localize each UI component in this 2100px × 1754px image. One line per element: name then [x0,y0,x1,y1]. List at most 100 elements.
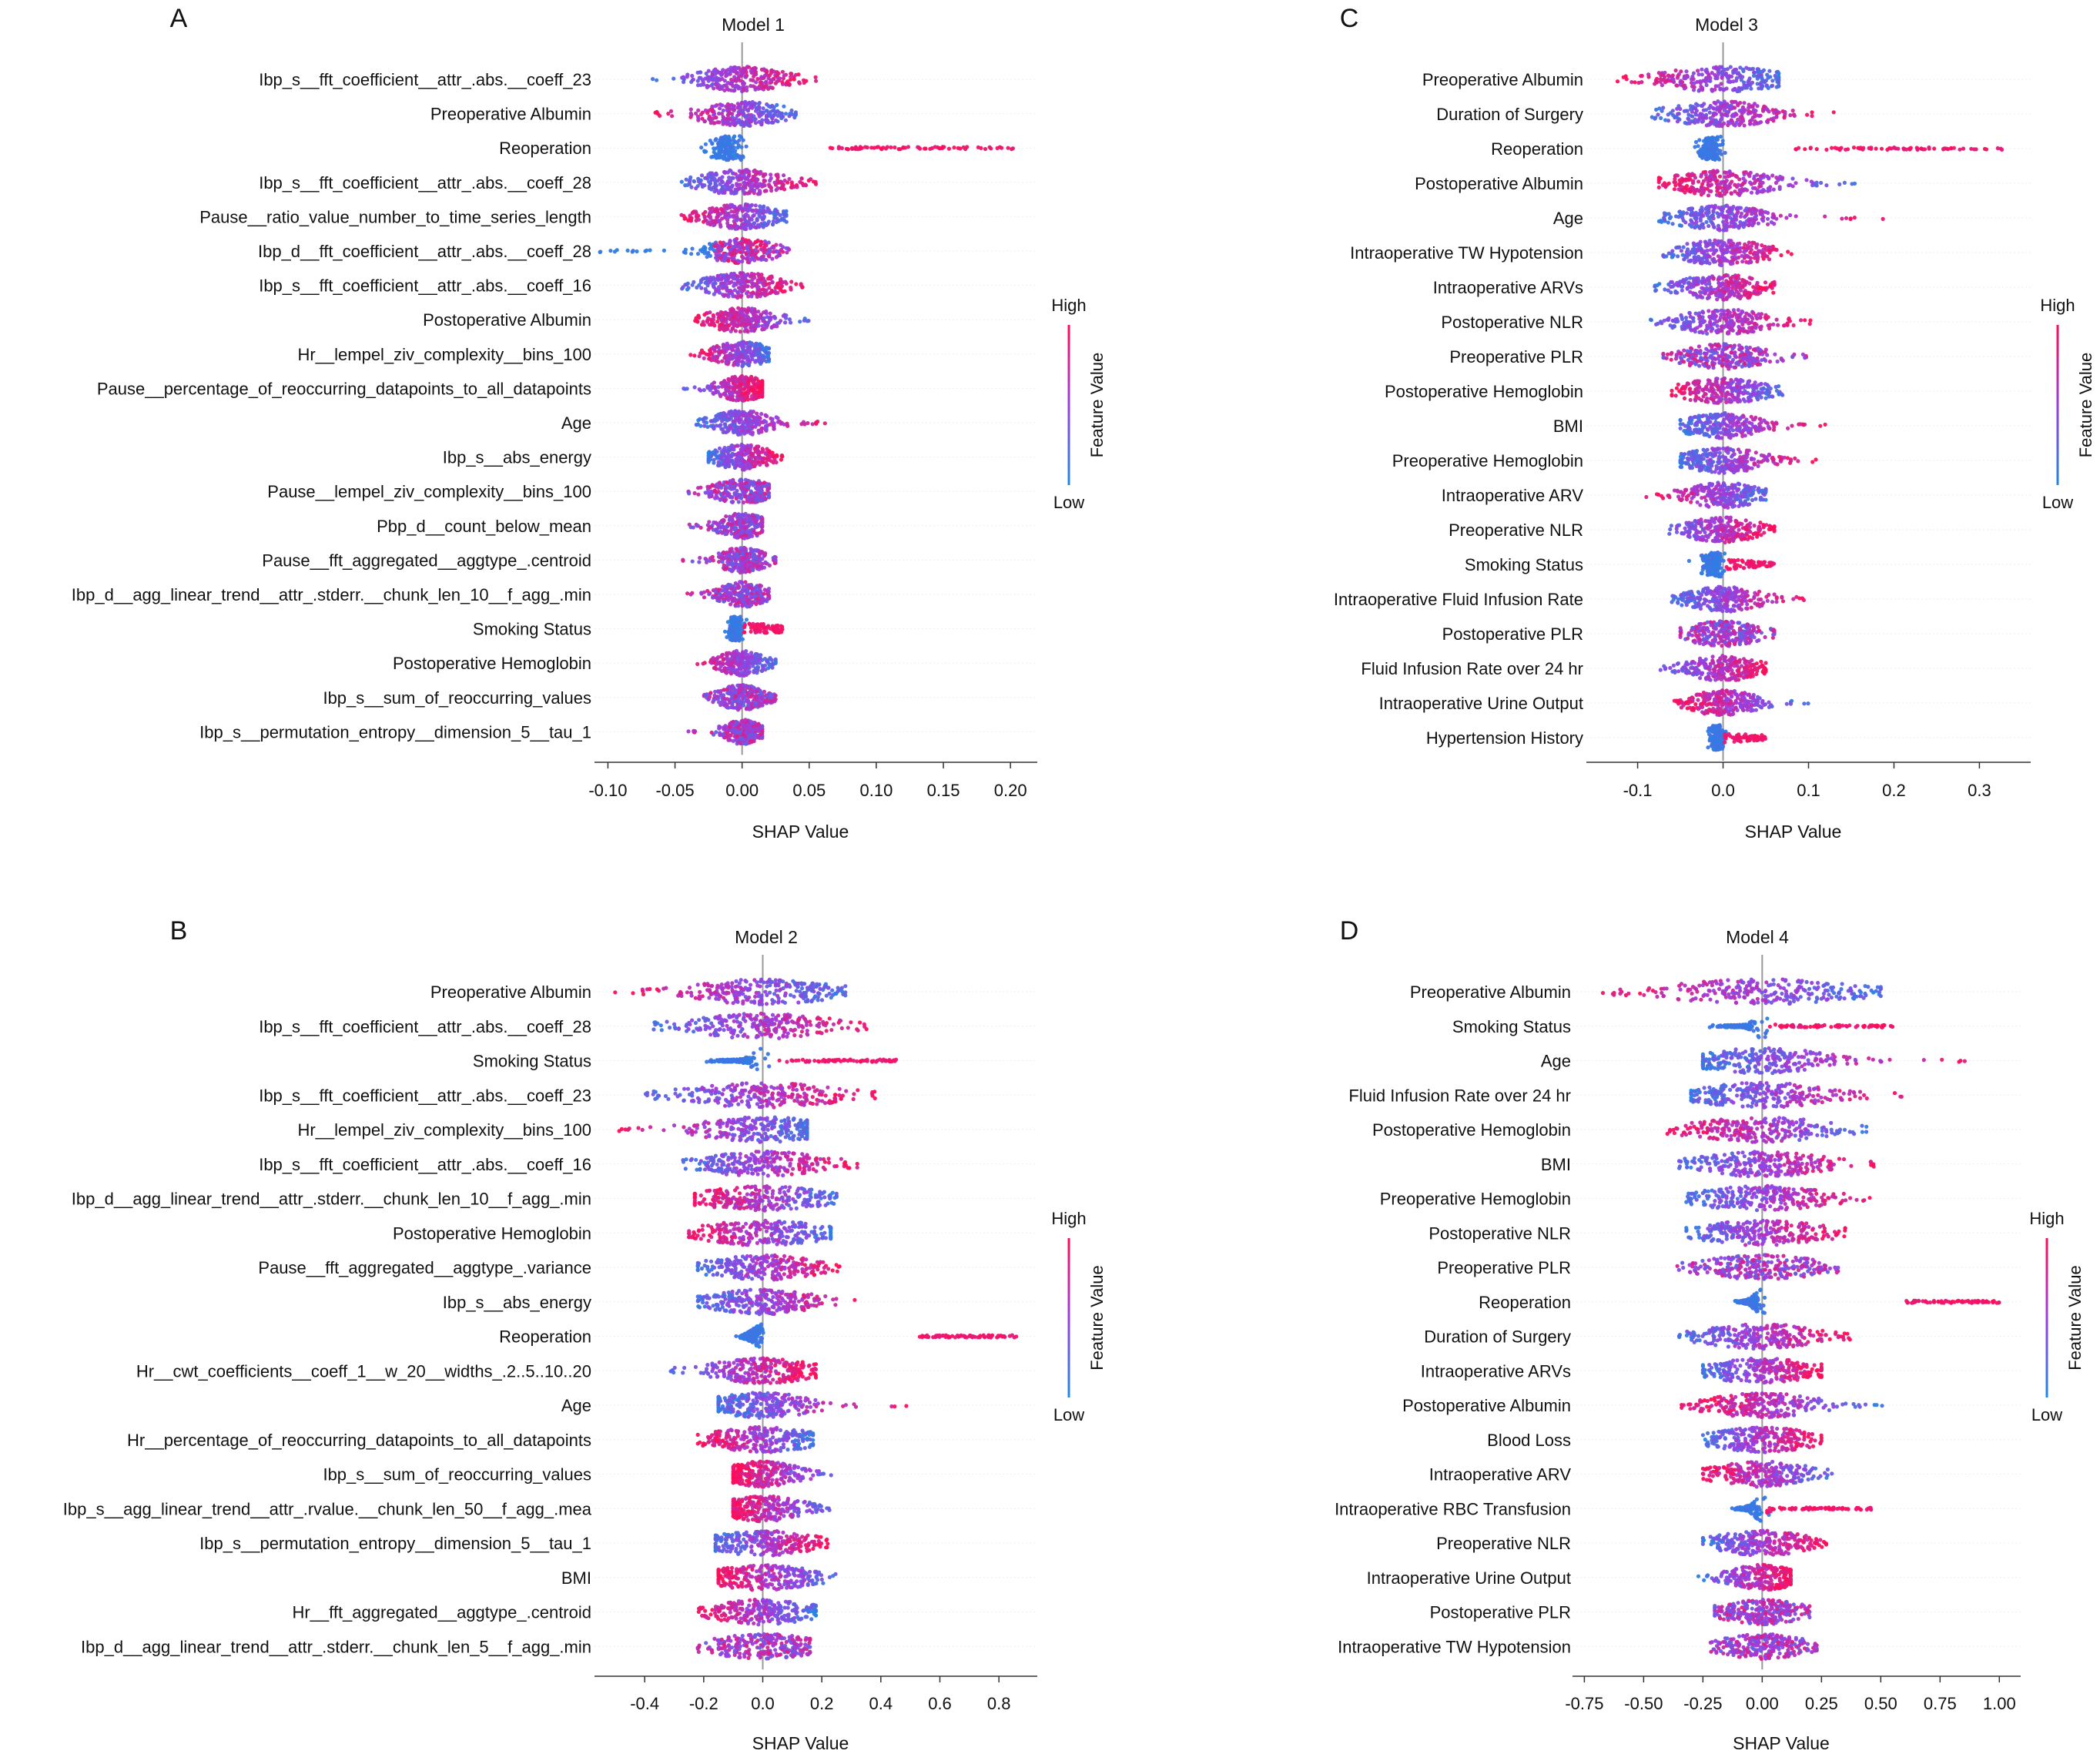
shap-point [730,411,735,416]
shap-point [749,69,753,73]
shap-point [722,140,727,145]
shap-point [752,420,757,425]
feature-dots [682,373,765,403]
shap-point [598,249,603,254]
shap-point [741,109,745,114]
shap-point [701,661,705,666]
shap-point [740,650,745,654]
shap-point [723,459,728,464]
shap-point [755,622,760,627]
shap-point [774,219,779,225]
shap-point [711,346,716,351]
shap-point [744,226,749,232]
shap-point [755,484,760,488]
shap-point [752,221,756,226]
shap-point [753,69,759,74]
shap-point [697,354,702,359]
shap-point [738,105,742,110]
shap-point [775,324,779,329]
shap-point [710,104,715,109]
shap-point [752,85,758,89]
shap-point [706,69,711,73]
shap-point [707,356,712,361]
shap-point [769,691,773,696]
shap-point [750,460,755,464]
shap-point [762,85,767,89]
shap-point [777,630,782,635]
shap-point [796,72,801,77]
shap-point [779,624,785,629]
shap-point [749,629,753,634]
shap-point [721,283,725,288]
shap-point [735,464,739,468]
shap-point [728,65,733,70]
shap-point [759,624,764,629]
shap-point [708,691,713,695]
shap-point [736,604,741,608]
shap-point [782,73,786,78]
shap-point [769,172,773,177]
shap-point [716,218,722,223]
shap-point [711,109,715,113]
shap-point [724,525,729,530]
shap-point [651,77,655,82]
shap-point [742,584,746,589]
shap-point [814,79,819,83]
shap-point [770,120,775,125]
shap-point [735,140,739,145]
shap-point [730,555,735,561]
shap-point [705,523,710,527]
shap-point [781,245,785,249]
shap-point [738,176,742,181]
shap-point [789,320,793,325]
shap-point [724,555,728,560]
shap-point [718,660,722,664]
shap-point [780,115,785,119]
shap-point [736,383,741,389]
shap-point [727,698,732,703]
shap-point [732,422,737,427]
shap-point [745,245,750,249]
shap-point [765,447,769,451]
panel-a: A Model 1Ibp_s__fft_coefficient__attr_.ab… [72,4,1107,842]
shap-point [758,629,762,634]
shap-point [718,212,723,216]
shap-point [723,214,728,219]
shap-point [735,444,739,448]
shap-point [732,251,737,256]
shap-point [783,210,788,215]
shap-point [707,494,712,499]
shap-point [762,67,766,72]
shap-point [828,146,832,150]
feature-dots [679,168,819,196]
shap-point [754,585,759,590]
shap-point [713,146,718,151]
shap-point [728,239,732,243]
shap-point [763,413,768,417]
shap-point [759,566,764,571]
shap-point [769,185,773,189]
shap-point [722,629,728,634]
shap-point [715,276,721,281]
shap-point [745,73,749,78]
shap-point [727,482,732,487]
shap-point [745,223,750,228]
shap-point [735,290,740,294]
shap-point [724,430,728,435]
shap-point [708,453,712,457]
shap-point [775,102,779,107]
shap-point [722,379,727,383]
shap-point [743,603,748,608]
shap-point [768,311,772,316]
shap-point [758,386,762,390]
shap-point [743,99,748,104]
shap-point [702,350,706,355]
shap-point [898,147,903,152]
shap-point [744,318,749,323]
feature-label: Ibp_s__fft_coefficient__attr_.abs.__coef… [259,276,591,296]
shap-point [712,385,716,390]
shap-point [735,183,739,188]
shap-point [733,527,738,532]
shap-point [718,423,723,427]
feature-dots [702,683,778,712]
